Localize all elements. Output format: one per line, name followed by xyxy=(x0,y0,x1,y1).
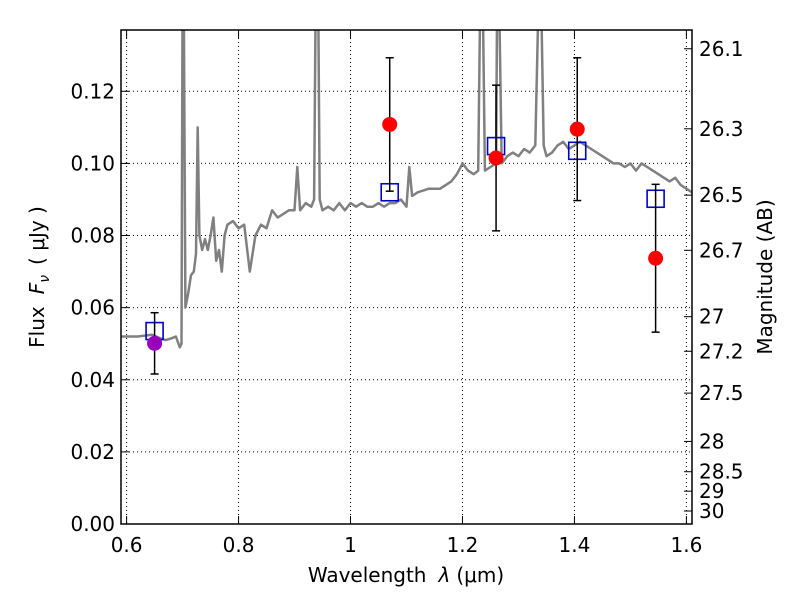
y2-tick-label: 26.1 xyxy=(699,37,744,61)
y-axis-title: FluxFν( μJy ) xyxy=(25,206,53,348)
plot-frame xyxy=(120,29,693,525)
plot-area xyxy=(121,30,692,375)
y2-axis-title: Magnitude (AB) xyxy=(753,199,777,354)
y-tick-label: 0.00 xyxy=(70,512,115,536)
y-tick-label: 0.08 xyxy=(70,224,115,248)
axes: 0.6 0.8 1 1.2 1.4 1.6 0.00 0.02 0.04 0.06 0.08 0.10… xyxy=(70,30,744,557)
observed-flux-point xyxy=(382,116,398,132)
y2-tick-label: 26.7 xyxy=(699,238,744,262)
y2-tick-label: 29 xyxy=(699,479,724,503)
observed-flux-point xyxy=(569,121,585,137)
x-tick-label: 1.6 xyxy=(670,533,702,557)
y2-tick-label: 27.2 xyxy=(699,339,744,363)
x-tick-label: 1 xyxy=(344,533,357,557)
y2-tick-label: 30 xyxy=(699,499,724,523)
x-tick-label: 1.4 xyxy=(559,533,591,557)
observed-flux-point xyxy=(488,150,504,166)
observed-flux-point xyxy=(648,250,664,266)
x-tick-label: 1.2 xyxy=(447,533,479,557)
y-tick-label: 0.04 xyxy=(70,368,115,392)
x-tick-label: 0.6 xyxy=(111,533,143,557)
y2-tick-label: 27 xyxy=(699,305,724,329)
x-tick-label: 0.8 xyxy=(223,533,255,557)
y2-tick-label: 26.5 xyxy=(699,183,744,207)
y-tick-label: 0.06 xyxy=(70,296,115,320)
y2-tick-label: 27.5 xyxy=(699,381,744,405)
y2-tick-label: 28.5 xyxy=(699,460,744,484)
y-tick-label: 0.10 xyxy=(70,151,115,175)
y2-tick-label: 28 xyxy=(699,429,724,453)
y2-tick-label: 26.3 xyxy=(699,117,744,141)
y-tick-label: 0.02 xyxy=(70,440,115,464)
observed-flux-point xyxy=(147,335,163,351)
x-axis-title: Wavelength λ (μm) xyxy=(308,563,504,587)
y-tick-label: 0.12 xyxy=(70,79,115,103)
